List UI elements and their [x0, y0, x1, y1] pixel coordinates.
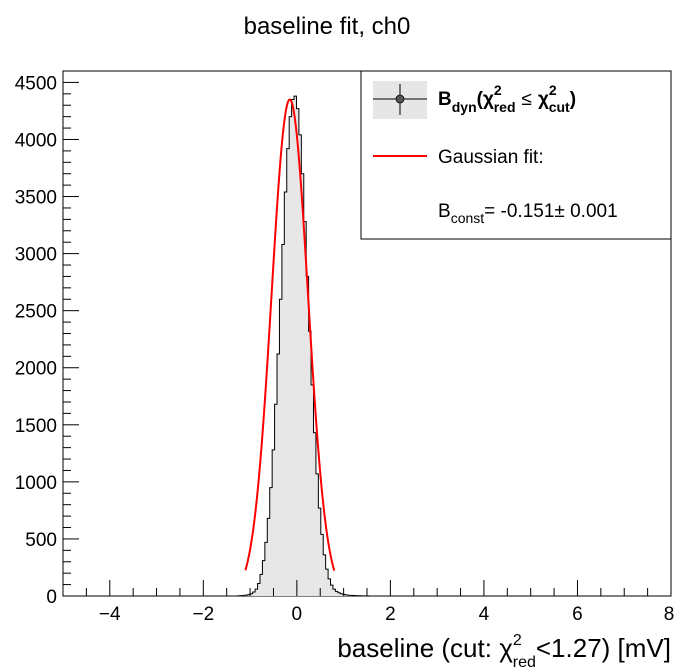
histogram-bar: [335, 591, 338, 596]
y-tick-label: 1000: [15, 473, 57, 494]
histogram-bar: [286, 148, 290, 596]
y-tick-label: 3000: [15, 245, 57, 266]
histogram-bar: [289, 116, 292, 597]
histogram-bars: [238, 96, 370, 597]
x-tick-label: 0: [292, 604, 303, 625]
histogram-bar: [323, 554, 326, 596]
histogram-bar: [306, 276, 309, 596]
histogram-bar: [330, 585, 333, 596]
x-tick-label: −2: [192, 604, 214, 625]
gaussian-fit-curve: [244, 98, 336, 571]
histogram-bar: [328, 578, 331, 596]
histogram-bar: [274, 404, 278, 596]
y-axis-ticks: 0 500 1000 1500 2000 2500 3000 3500 4000 4500: [15, 70, 79, 608]
histogram-bar: [308, 331, 312, 596]
histogram-bar: [259, 574, 263, 596]
histogram-bar: [325, 569, 329, 596]
histogram-bar: [257, 583, 260, 596]
histogram-outline: [63, 95, 664, 597]
histogram-bar: [291, 99, 295, 597]
histogram-bar: [296, 108, 299, 597]
histogram-bar: [279, 299, 282, 596]
histogram-bar: [277, 354, 280, 596]
y-tick-label: 1500: [15, 416, 57, 437]
x-axis-title: baseline (cut: χ2 red<1.27) [mV]: [337, 632, 671, 669]
x-axis-ticks: −4 −2 0 2 4 6 8: [62, 580, 675, 625]
histogram-bar: [294, 96, 297, 596]
histogram-bar: [272, 449, 275, 596]
chart-title: baseline fit, ch0: [244, 13, 411, 40]
y-tick-label: 500: [25, 530, 57, 551]
histogram-bar: [269, 487, 273, 596]
histogram-bar: [281, 244, 285, 596]
histogram-bar: [267, 518, 270, 596]
histogram-bar: [337, 592, 341, 596]
histogram-bar: [262, 560, 265, 596]
x-tick-label: 4: [479, 604, 490, 625]
histogram-bar: [252, 592, 256, 596]
histogram-bar: [313, 432, 316, 596]
y-tick-label: 4000: [15, 130, 57, 151]
legend-label-fit: Gaussian fit:: [438, 147, 544, 168]
histogram-bar: [311, 384, 314, 596]
legend-label-histogram: Bdyn(χ2 red ≤ χ2 cut): [438, 82, 576, 115]
histogram-bar: [315, 473, 319, 596]
histogram-bar: [340, 593, 343, 596]
histogram-bar: [303, 221, 307, 597]
y-tick-label: 2000: [15, 359, 57, 380]
y-tick-label: 4500: [15, 73, 57, 94]
histogram-bar: [318, 508, 321, 596]
x-tick-label: 8: [664, 604, 675, 625]
x-tick-label: 6: [572, 604, 583, 625]
y-tick-label: 3500: [15, 188, 57, 209]
histogram-bar: [332, 589, 336, 596]
histogram-bar: [247, 594, 251, 596]
y-tick-label: 0: [46, 587, 57, 608]
histogram-bar: [250, 593, 253, 596]
histogram-bar: [284, 191, 287, 596]
histogram-bar: [298, 134, 302, 597]
legend-label-bconst: Bconst= -0.151± 0.001: [438, 201, 618, 226]
x-tick-label: 2: [385, 604, 396, 625]
histogram-bar: [345, 594, 348, 596]
x-tick-label: −4: [99, 604, 121, 625]
histogram-bar: [264, 542, 268, 596]
legend-marker-histogram: [373, 81, 427, 119]
legend: Bdyn(χ2 red ≤ χ2 cut) Gaussian fit: Bconst= …: [360, 70, 672, 240]
histogram-bar: [301, 173, 304, 596]
y-tick-label: 2500: [15, 302, 57, 323]
histogram-bar: [255, 589, 258, 596]
histogram-bar: [320, 534, 324, 596]
